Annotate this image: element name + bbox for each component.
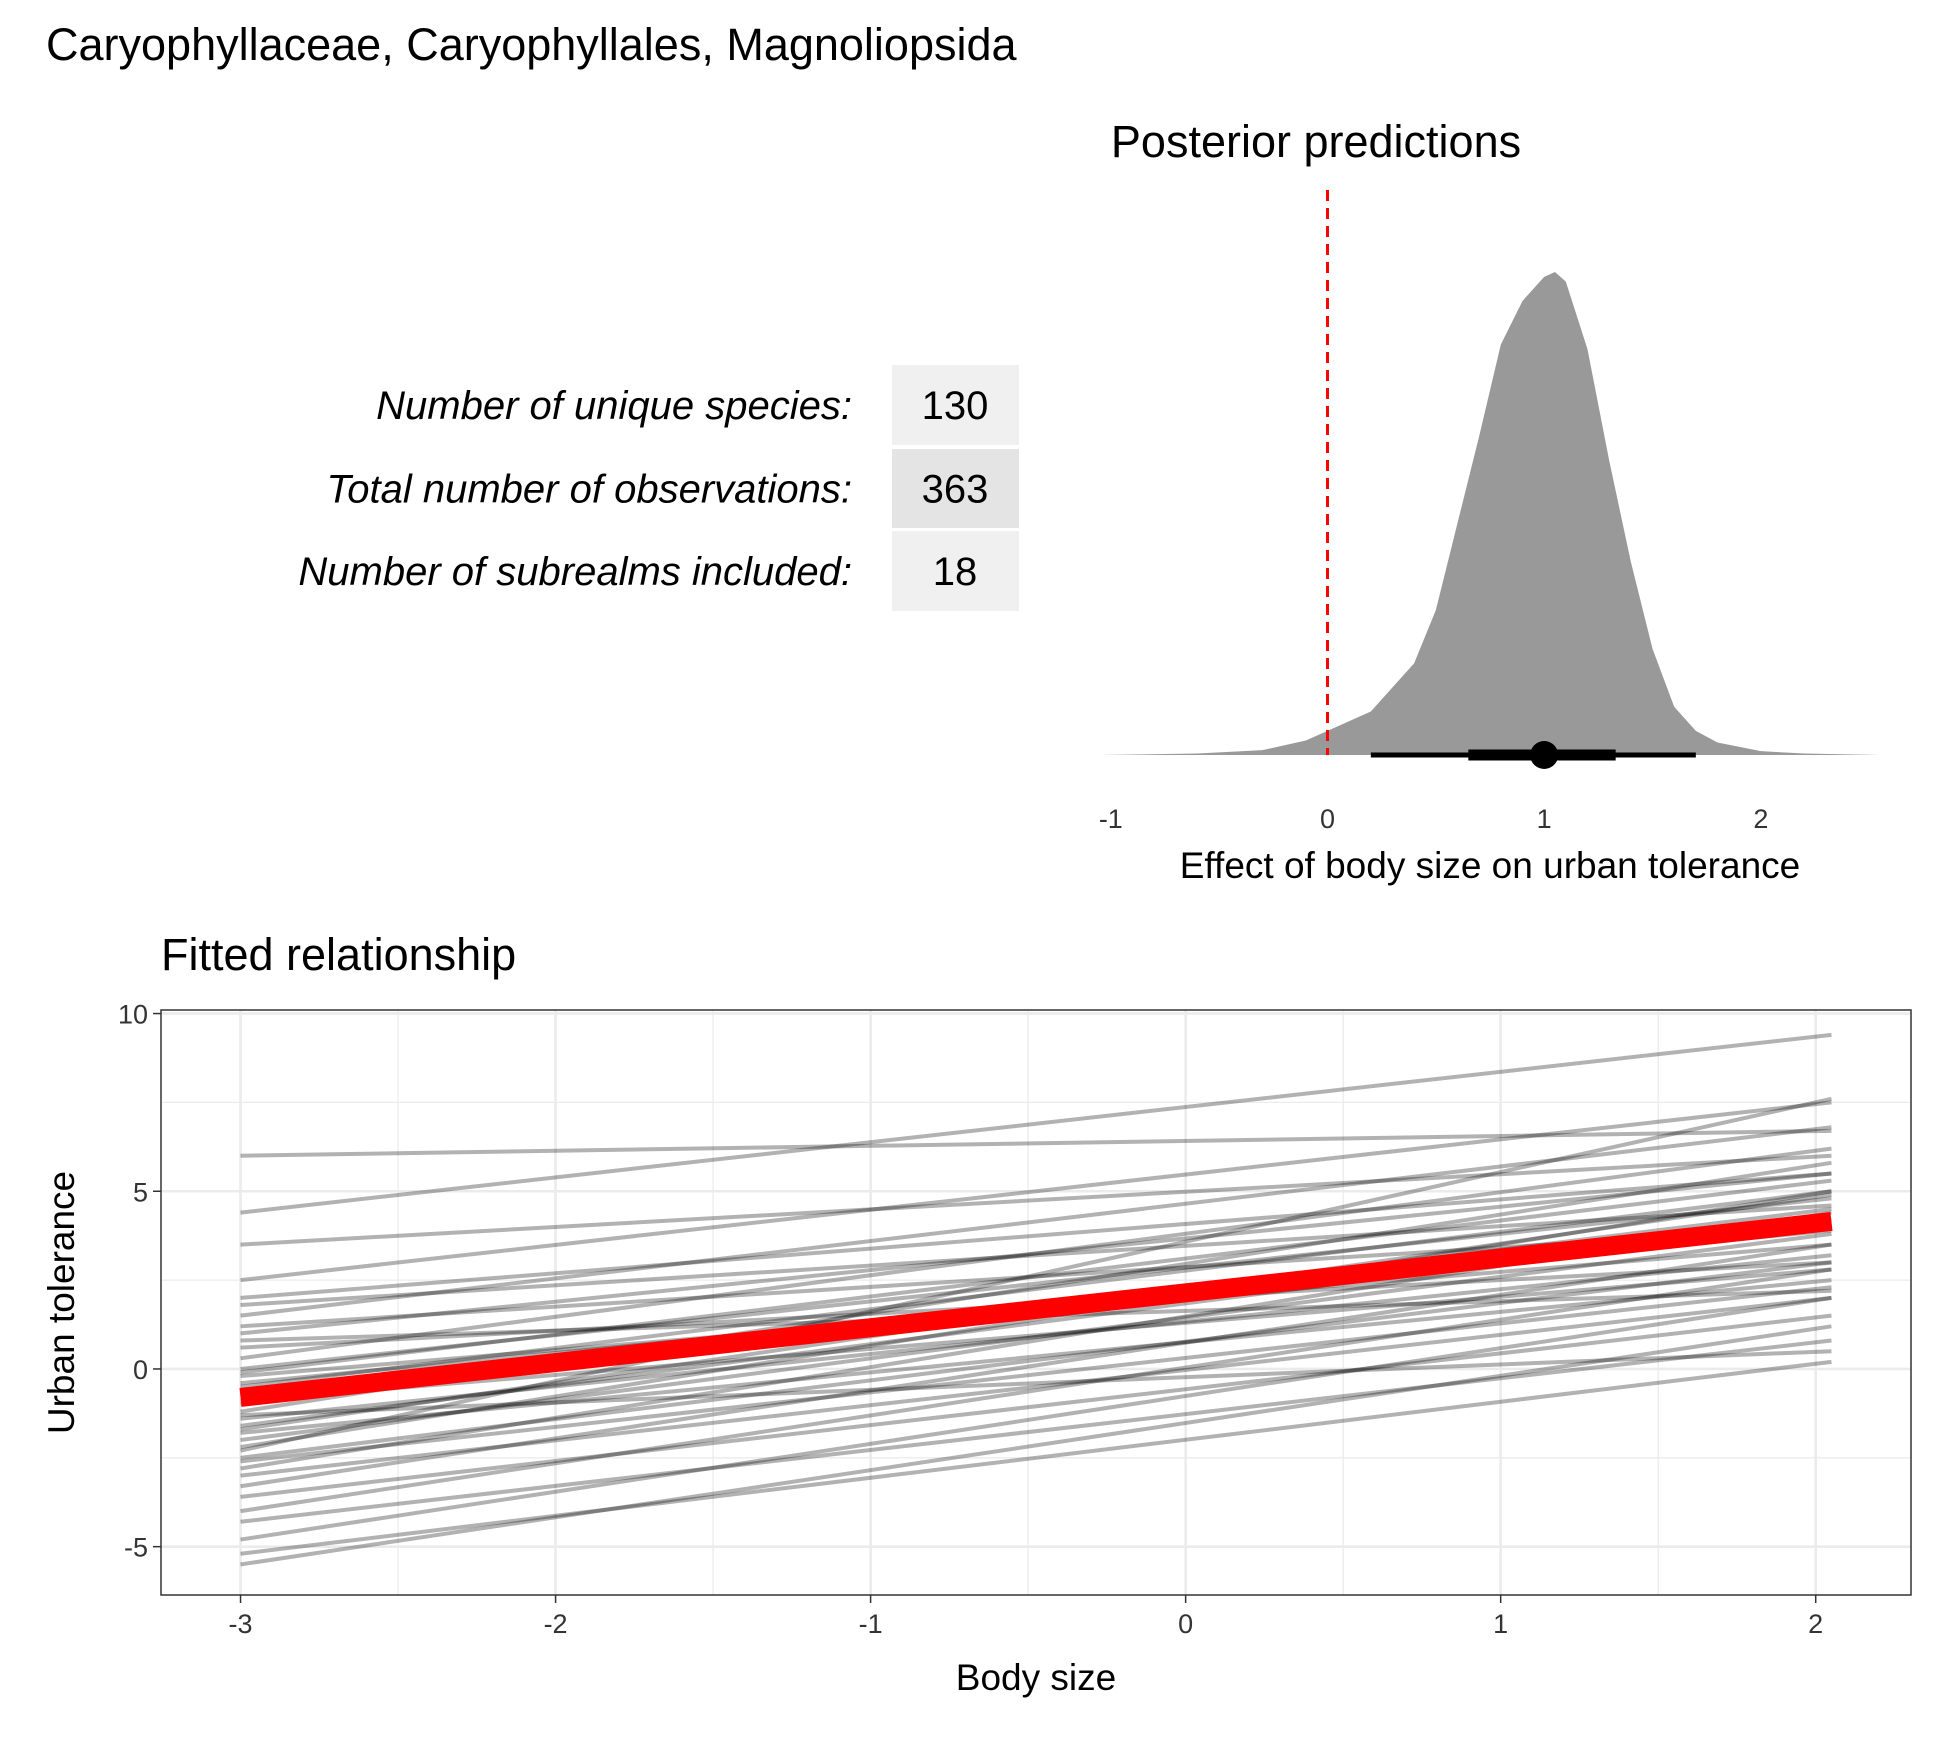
panel-title: Fitted relationship — [161, 929, 516, 980]
posterior-draw — [240, 1313, 1832, 1499]
posterior-draw — [240, 1171, 1832, 1300]
posterior-draw — [240, 1359, 1832, 1556]
x-tick-label: 0 — [1178, 1609, 1193, 1639]
x-axis-title: Effect of body size on urban tolerance — [1180, 845, 1801, 886]
y-tick-label: -5 — [124, 1533, 148, 1563]
median-point — [1530, 741, 1559, 769]
x-tick-label: -1 — [859, 1609, 883, 1639]
posterior-draw — [240, 1189, 1832, 1450]
posterior-draw — [240, 1096, 1832, 1453]
y-tick-label: 10 — [118, 1000, 148, 1030]
x-tick-label: -1 — [1099, 804, 1123, 834]
posterior-draw — [240, 1196, 1832, 1371]
posterior-draw — [240, 1171, 1832, 1336]
stat-value: 18 — [933, 550, 978, 594]
posterior-draw — [240, 1032, 1832, 1215]
posterior-draw — [240, 1153, 1832, 1247]
x-tick-label: 2 — [1808, 1609, 1823, 1639]
posterior-draw — [240, 1253, 1832, 1421]
stat-cell — [892, 449, 1019, 528]
x-tick-label: 2 — [1753, 804, 1768, 834]
figure-title: Caryophyllaceae, Caryophyllales, Magnoli… — [46, 19, 1018, 70]
posterior-draw — [240, 1260, 1832, 1460]
stat-value: 363 — [922, 468, 989, 512]
x-tick-label: 1 — [1493, 1609, 1508, 1639]
posterior-draw — [240, 1267, 1832, 1403]
x-tick-label: 1 — [1537, 804, 1552, 834]
posterior-draw — [240, 1231, 1832, 1443]
stat-cell — [892, 365, 1019, 445]
x-tick-label: 0 — [1320, 804, 1335, 834]
posterior-draw — [240, 1178, 1832, 1375]
y-tick-label: 0 — [133, 1355, 148, 1385]
stat-label: Number of unique species: — [376, 384, 852, 428]
posterior-draw — [240, 1146, 1832, 1361]
y-tick-label: 5 — [133, 1177, 148, 1207]
density-area — [1100, 272, 1880, 755]
x-axis-title: Body size — [956, 1657, 1116, 1698]
stat-cell — [892, 531, 1019, 611]
stat-label: Number of subrealms included: — [298, 550, 852, 594]
x-tick-label: -3 — [229, 1609, 253, 1639]
posterior-draw — [240, 1278, 1832, 1435]
posterior-draw — [240, 1128, 1832, 1158]
posterior-draw — [240, 1324, 1832, 1567]
stat-label: Total number of observations: — [327, 468, 853, 512]
posterior-draw — [240, 1349, 1832, 1418]
y-axis-title: Urban tolerance — [41, 1171, 82, 1434]
posterior-draw — [240, 1295, 1832, 1478]
posterior-draw — [240, 1125, 1832, 1318]
panel-title: Posterior predictions — [1111, 116, 1521, 167]
posterior-draw — [240, 1203, 1832, 1307]
fitted-line — [239, 1212, 1833, 1407]
stat-value: 130 — [922, 384, 989, 428]
x-tick-label: -2 — [544, 1609, 568, 1639]
posterior-draw — [240, 1295, 1832, 1542]
panel-border — [160, 1009, 1912, 1596]
posterior-draw — [240, 1189, 1832, 1389]
posterior-draw — [240, 1267, 1832, 1514]
posterior-draw — [240, 1100, 1832, 1283]
posterior-draw — [240, 1338, 1832, 1524]
posterior-draw — [240, 1242, 1832, 1489]
posterior-draw — [240, 1285, 1832, 1464]
